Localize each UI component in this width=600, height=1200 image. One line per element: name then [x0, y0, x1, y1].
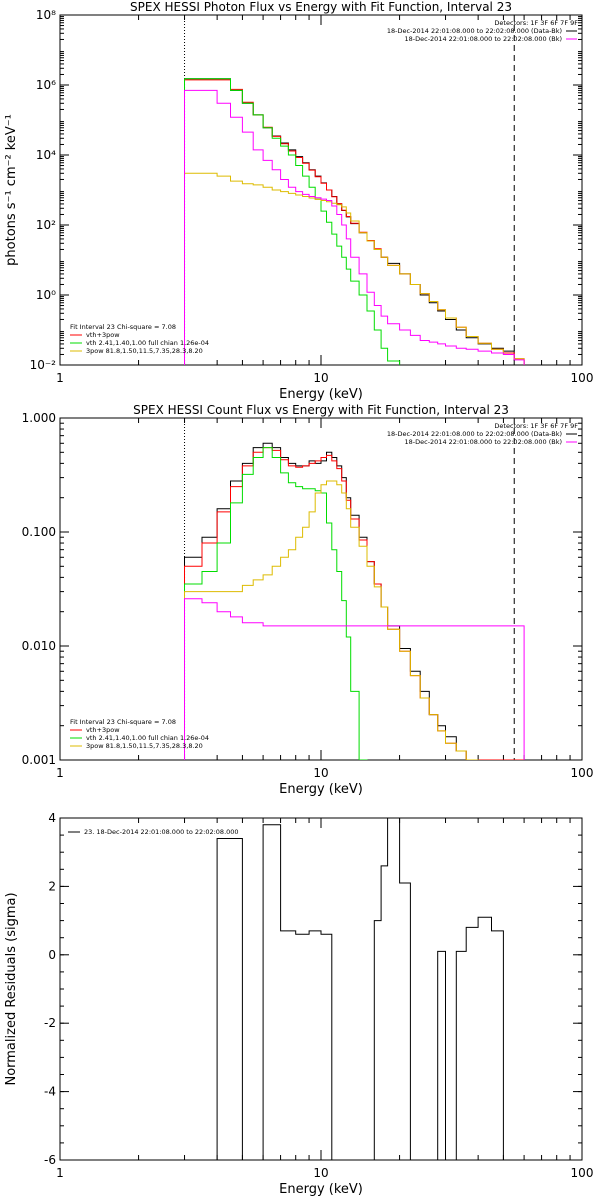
x-tick-label: 1 [56, 371, 64, 385]
series-line-data-bk [184, 442, 525, 760]
y-tick-label: 0.100 [22, 525, 56, 539]
y-tick-label: 10⁸ [36, 8, 56, 22]
header-entry: 18-Dec-2014 22:01:08.000 to 22:02:08.000… [405, 438, 563, 446]
legend-entry: vth+3pow [86, 726, 120, 734]
x-tick-label: 100 [571, 1166, 594, 1180]
x-tick-label: 100 [571, 766, 594, 780]
detectors-label: Detectors: 1F 3F 6F 7F 9F [494, 422, 578, 430]
header-entry: 23. 18-Dec-2014 22:01:08.000 to 22:02:08… [84, 828, 239, 836]
x-axis-label: Energy (keV) [279, 387, 363, 402]
series-line-vth [184, 447, 368, 760]
y-axis-label: photons s⁻¹ cm⁻² keV⁻¹ [4, 114, 19, 266]
header-entry: 18-Dec-2014 22:01:08.000 to 22:02:08.000… [405, 35, 563, 43]
chart-title: SPEX HESSI Photon Flux vs Energy with Fi… [130, 0, 512, 14]
plot-frame [59, 417, 583, 761]
series-line-3pow [184, 480, 479, 760]
x-tick-label: 1 [56, 766, 64, 780]
y-tick-label: 0 [48, 948, 56, 962]
chart-panel-1: SPEX HESSI Photon Flux vs Energy with Fi… [4, 0, 594, 402]
series-group [184, 78, 525, 365]
y-tick-label: 0.010 [22, 639, 56, 653]
series-line-vth-3pow [184, 447, 525, 760]
x-axis-label: Energy (keV) [279, 782, 363, 797]
y-tick-label: 1.000 [22, 411, 56, 425]
y-tick-label: 2 [48, 879, 56, 893]
series-line-bk [184, 89, 525, 365]
x-tick-label: 10 [313, 1166, 328, 1180]
y-tick-label: 4 [48, 811, 56, 825]
legend-entry: vth 2.41,1.40,1.00 full chian 1.26e-04 [86, 339, 209, 347]
y-tick-label: -2 [44, 1016, 56, 1030]
y-tick-label: -6 [44, 1153, 56, 1167]
y-tick-label: 10⁴ [36, 148, 56, 162]
y-tick-label: -4 [44, 1085, 56, 1099]
y-axis-label: Normalized Residuals (sigma) [4, 892, 19, 1085]
header-entry: 18-Dec-2014 22:01:08.000 to 22:02:08.000… [387, 27, 562, 35]
chart-title: SPEX HESSI Count Flux vs Energy with Fit… [133, 403, 509, 417]
plot-frame [59, 14, 583, 366]
legend-entry: 3pow 81.8,1.50,11.5,7.35,28.3,8.20 [86, 347, 203, 355]
series-line-bk [184, 598, 525, 760]
y-tick-label: 10² [36, 218, 56, 232]
x-tick-label: 10 [313, 766, 328, 780]
x-tick-label: 100 [571, 371, 594, 385]
series-line-residuals [216, 818, 504, 1160]
legend-title: Fit Interval 23 Chi-square = 7.08 [70, 718, 176, 726]
legend-entry: vth 2.41,1.40,1.00 full chian 1.26e-04 [86, 734, 209, 742]
chart-panel-3: 1 10 100 Energy (keV) -6 -4 -2 0 2 4 Normalized Re… [4, 811, 593, 1197]
detectors-label: Detectors: 1F 3F 6F 7F 9F [494, 19, 578, 27]
chart-panel-2: SPEX HESSI Count Flux vs Energy with Fit… [22, 403, 594, 797]
series-group [184, 442, 525, 760]
y-tick-label: 10⁻² [30, 358, 57, 372]
x-axis-label: Energy (keV) [279, 1182, 363, 1197]
legend-entry: 3pow 81.8,1.50,11.5,7.35,28.3,8.20 [86, 742, 203, 750]
x-tick-label: 10 [313, 371, 328, 385]
y-tick-label: 0.001 [22, 753, 56, 767]
header-entry: 18-Dec-2014 22:01:08.000 to 22:02:08.000… [387, 430, 562, 438]
y-tick-label: 10⁶ [36, 78, 56, 92]
y-tick-label: 10⁰ [36, 288, 56, 302]
series-line-3pow [184, 172, 525, 365]
x-tick-label: 1 [56, 1166, 64, 1180]
series-line-vth [184, 78, 401, 365]
series-group [216, 818, 504, 1160]
legend-title: Fit Interval 23 Chi-square = 7.08 [70, 323, 176, 331]
legend-entry: vth+3pow [86, 331, 120, 339]
